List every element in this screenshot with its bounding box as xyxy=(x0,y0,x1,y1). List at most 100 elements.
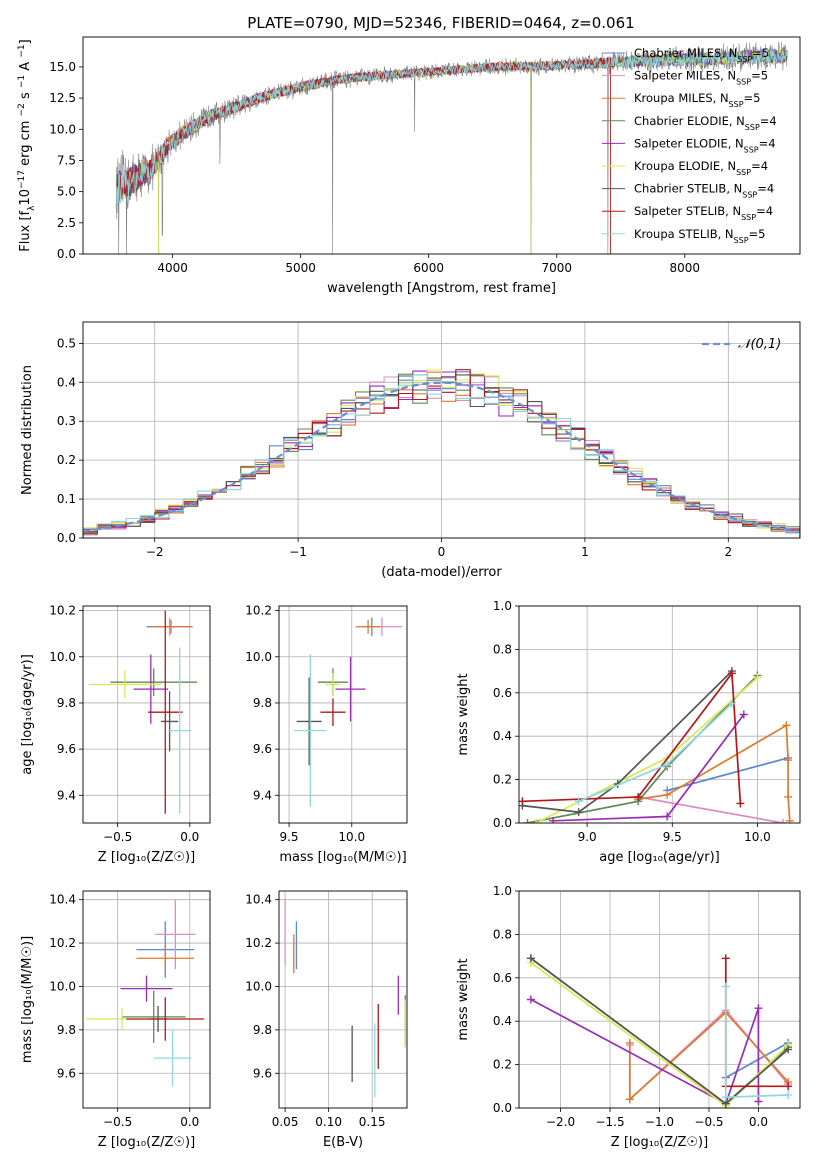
y-tick-label: 0.0 xyxy=(493,1101,512,1115)
y-tick-label: 0.2 xyxy=(493,773,512,787)
x-tick-label: 4000 xyxy=(157,261,188,275)
y-tick-label: 0.2 xyxy=(57,453,76,467)
legend-label-text: Salpeter MILES, N xyxy=(634,69,736,83)
plot-area xyxy=(526,954,793,1108)
mass-weight-line-7 xyxy=(522,670,742,804)
y-tick-label: 9.8 xyxy=(253,1023,272,1037)
x-tick-label: 0.0 xyxy=(180,1115,199,1129)
x-tick-label: 1 xyxy=(581,545,589,559)
legend-label: Kroupa ELODIE, NSSP=4 xyxy=(634,159,768,177)
x-axis-label: Z [log₁₀(Z/Z☉)] xyxy=(98,850,195,865)
x-axis-label: Z [log₁₀(Z/Z☉)] xyxy=(611,1135,708,1150)
legend-label-sub: SSP xyxy=(729,100,744,109)
mass-weight-line-8 xyxy=(578,702,733,803)
plot-area xyxy=(85,899,205,1087)
plus-marker-5 xyxy=(532,819,541,823)
y-tick-label: 15.0 xyxy=(49,60,76,74)
y-tick-label: 0.6 xyxy=(493,971,512,985)
legend-label-sub: SSP xyxy=(744,145,759,154)
x-tick-label: 10.0 xyxy=(744,830,771,844)
plus-marker-6 xyxy=(784,1045,793,1054)
plus-marker-4 xyxy=(549,816,558,823)
legend-label-suffix: =5 xyxy=(752,46,769,60)
plus-marker-7 xyxy=(727,669,736,678)
axes-mass-vs-Z: −0.5 0.0 9.6 9.8 10.0 10.2 10.4 Z [log₁₀(Z/Z☉)]… xyxy=(20,890,211,1150)
x-tick-label: 10.0 xyxy=(338,830,365,844)
legend-label-text: Chabrier ELODIE, N xyxy=(634,114,745,128)
y-tick-label: 9.6 xyxy=(253,1066,272,1080)
plot-area xyxy=(519,667,794,823)
x-tick-label: −1 xyxy=(289,545,307,559)
legend-label: Kroupa STELIB, NSSP=5 xyxy=(634,227,765,245)
x-tick-label: 0.0 xyxy=(180,830,199,844)
x-tick-label: −0.5 xyxy=(103,1115,132,1129)
plus-marker-4 xyxy=(526,995,535,1004)
legend-label: Chabrier STELIB, NSSP=4 xyxy=(634,182,774,200)
y-tick-label: 2.5 xyxy=(57,216,76,230)
x-axis-label: (data-model)/error xyxy=(381,565,502,580)
plus-marker-2 xyxy=(784,792,793,801)
y-tick-label: 0.8 xyxy=(493,642,512,656)
y-tick-label: 0.0 xyxy=(57,531,76,545)
y-tick-label: 0.2 xyxy=(493,1058,512,1072)
y-axis-label: mass weight xyxy=(456,673,471,755)
y-axis-label: Normed distribution xyxy=(20,365,35,495)
plus-marker-1 xyxy=(778,819,787,823)
plus-marker-4 xyxy=(663,812,672,821)
legend-label-suffix: =4 xyxy=(756,204,773,218)
y-tick-label: 9.6 xyxy=(57,1066,76,1080)
x-axis-label: wavelength [Angstrom, rest frame] xyxy=(327,281,556,296)
mass-weight-line-2 xyxy=(638,723,791,821)
legend-label-suffix: =4 xyxy=(760,114,777,128)
mass-weight-line-1 xyxy=(638,796,784,823)
legend-label-text: Salpeter ELODIE, N xyxy=(634,136,744,150)
axes-frame xyxy=(518,605,801,824)
mass-weight-line-6 xyxy=(522,670,733,813)
y-label-part: erg cm xyxy=(18,116,33,170)
plus-marker-7 xyxy=(736,799,745,808)
y-tick-label: 9.4 xyxy=(57,788,76,802)
normal-curve-line xyxy=(83,381,800,533)
x-tick-label: −2 xyxy=(146,545,164,559)
plus-marker-2 xyxy=(785,816,794,823)
plus-marker-4 xyxy=(739,710,748,719)
y-tick-label: 0.0 xyxy=(493,816,512,830)
y-tick-label: 9.6 xyxy=(57,742,76,756)
legend-label-text: Kroupa ELODIE, N xyxy=(634,159,736,173)
y-label-part: ] xyxy=(18,39,33,44)
y-axis-label: age [log₁₀(age/yr)] xyxy=(20,654,35,775)
x-tick-label: −0.5 xyxy=(103,830,132,844)
mass-weight-line-3 xyxy=(527,674,759,823)
y-tick-label: 5.0 xyxy=(57,185,76,199)
axes-residuals: −2 −1 0 1 2 0.0 0.1 0.2 0.3 0.4 0.5 (data-model)/er… xyxy=(20,321,801,580)
y-tick-label: 9.6 xyxy=(253,742,272,756)
y-label-part: −2 xyxy=(17,103,27,116)
y-tick-label: 10.0 xyxy=(49,122,76,136)
plus-marker-8 xyxy=(721,1093,730,1102)
legend-label-suffix: =5 xyxy=(749,227,766,241)
legend-label-sub: SSP xyxy=(734,235,749,244)
y-label-part: s xyxy=(18,88,33,103)
legend-label: Chabrier MILES, NSSP=5 xyxy=(634,46,769,64)
y-tick-label: 0.4 xyxy=(493,1014,512,1028)
legend-label-suffix: =5 xyxy=(751,69,768,83)
axes-frame xyxy=(518,890,801,1109)
y-label-part: A xyxy=(18,58,33,75)
y-label-part: −17 xyxy=(17,170,27,189)
axes-mass-vs-EBV: 0.05 0.10 0.15 9.6 9.8 10.0 10.2 10.4 E(B-V) xyxy=(245,890,408,1150)
model-spectrum-8 xyxy=(115,49,788,207)
plus-marker-5 xyxy=(753,673,762,682)
legend-label-suffix: =4 xyxy=(759,136,776,150)
axes-frame xyxy=(82,890,211,1109)
legend-label-sub: SSP xyxy=(737,55,752,64)
y-tick-label: 1.0 xyxy=(493,884,512,898)
plot-area xyxy=(284,899,406,1098)
y-tick-label: 0.6 xyxy=(493,686,512,700)
x-tick-label: 0.15 xyxy=(359,1115,386,1129)
legend-label-sub: SSP xyxy=(741,213,756,222)
plus-marker-8 xyxy=(721,982,730,991)
x-tick-label: 0 xyxy=(438,545,446,559)
y-label-part: 10 xyxy=(18,189,33,206)
plus-marker-7 xyxy=(784,1082,793,1091)
plus-marker-4 xyxy=(754,1097,763,1106)
